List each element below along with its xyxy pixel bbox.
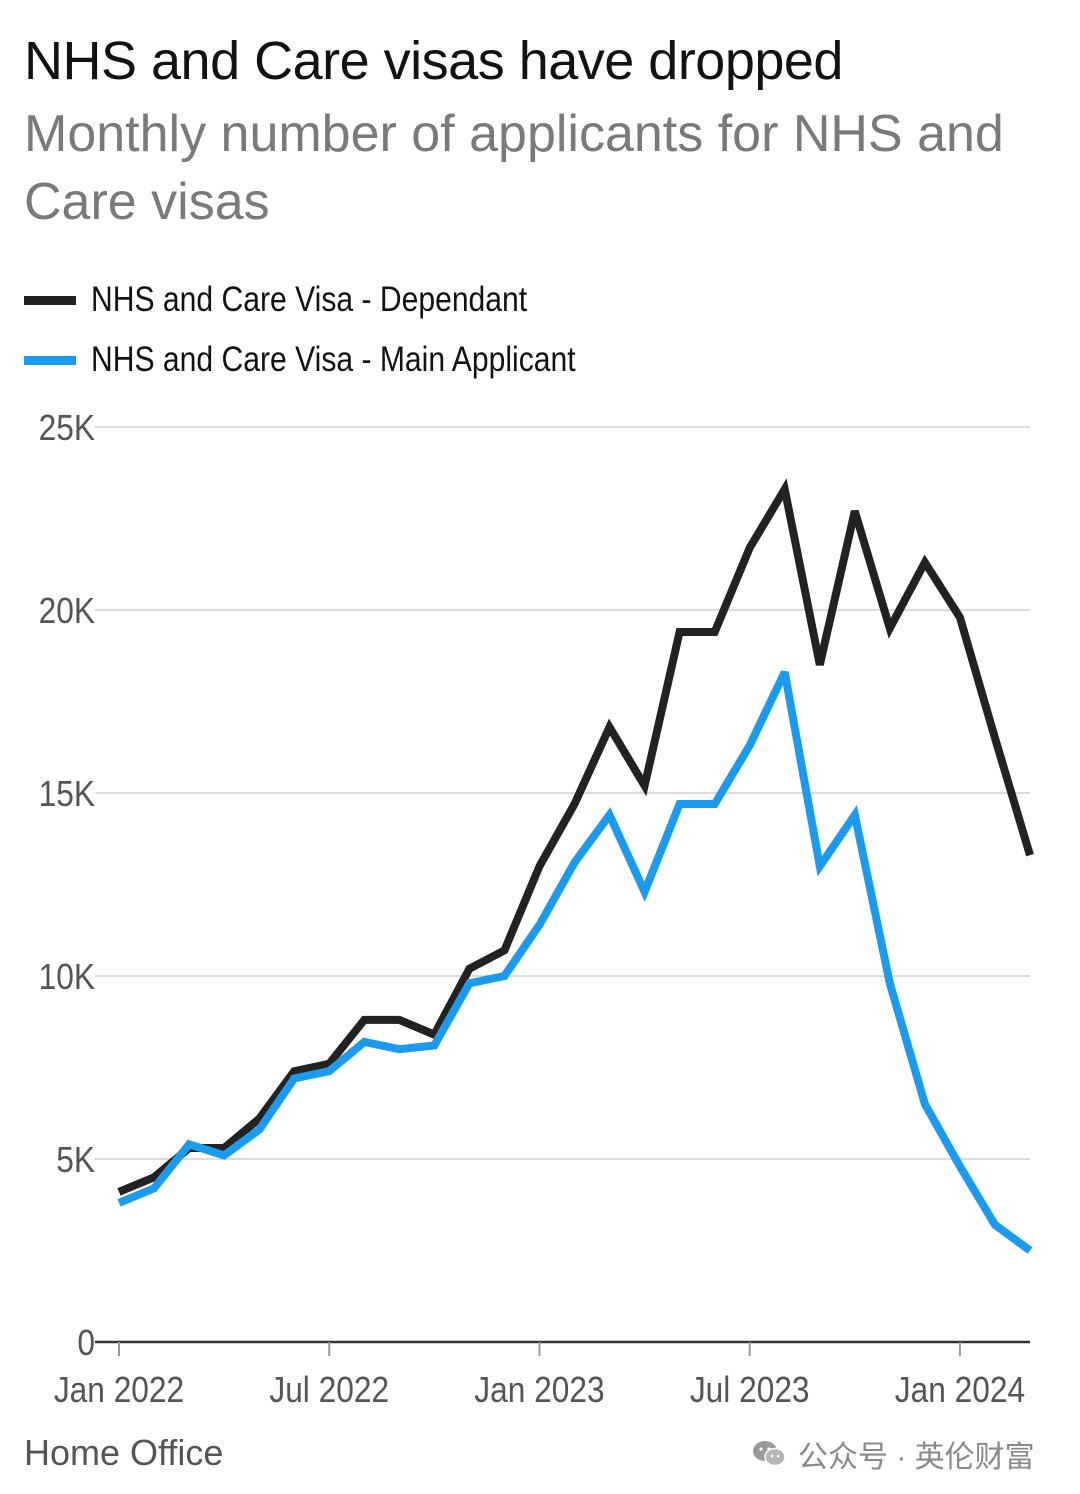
line-chart: 0 5K 10K 15K 20K 25K Jan 2022 Jul 2022 Jan 2023 J… xyxy=(39,408,1034,1410)
legend-item-main-applicant: NHS and Care Visa - Main Applicant xyxy=(24,330,655,390)
legend-swatch-main-applicant xyxy=(24,355,76,365)
legend: NHS and Care Visa - Dependant NHS and Ca… xyxy=(24,270,655,390)
x-tick-label: Jan 2023 xyxy=(474,1370,604,1410)
legend-label-main-applicant: NHS and Care Visa - Main Applicant xyxy=(91,340,576,379)
legend-label-dependant: NHS and Care Visa - Dependant xyxy=(91,280,528,319)
y-tick-label: 25K xyxy=(39,408,96,448)
x-tick-label: Jul 2022 xyxy=(269,1370,389,1410)
y-tick-label: 10K xyxy=(39,957,96,997)
y-tick-label: 20K xyxy=(39,591,96,631)
x-tick-label: Jul 2023 xyxy=(690,1370,810,1410)
legend-item-dependant: NHS and Care Visa - Dependant xyxy=(24,270,655,330)
watermark-text: 公众号 · 英伦财富 xyxy=(798,1441,1035,1474)
chart-title: NHS and Care visas have dropped xyxy=(24,31,843,91)
series-line-dependant xyxy=(117,478,1034,1196)
legend-swatch-dependant xyxy=(24,295,76,305)
y-tick-label: 15K xyxy=(39,774,96,814)
x-tick-label: Jan 2024 xyxy=(895,1370,1025,1410)
series-line-main-applicant xyxy=(117,670,1033,1254)
wechat-icon xyxy=(753,1441,786,1467)
watermark: 公众号 · 英伦财富 xyxy=(752,1432,1035,1476)
source-label: Home Office xyxy=(24,1432,224,1473)
y-tick-label: 0 xyxy=(77,1323,95,1363)
y-tick-label: 5K xyxy=(56,1140,95,1180)
x-tick-label: Jan 2022 xyxy=(54,1370,184,1410)
chart-subtitle: Monthly number of applicants for NHS and… xyxy=(24,105,1004,231)
